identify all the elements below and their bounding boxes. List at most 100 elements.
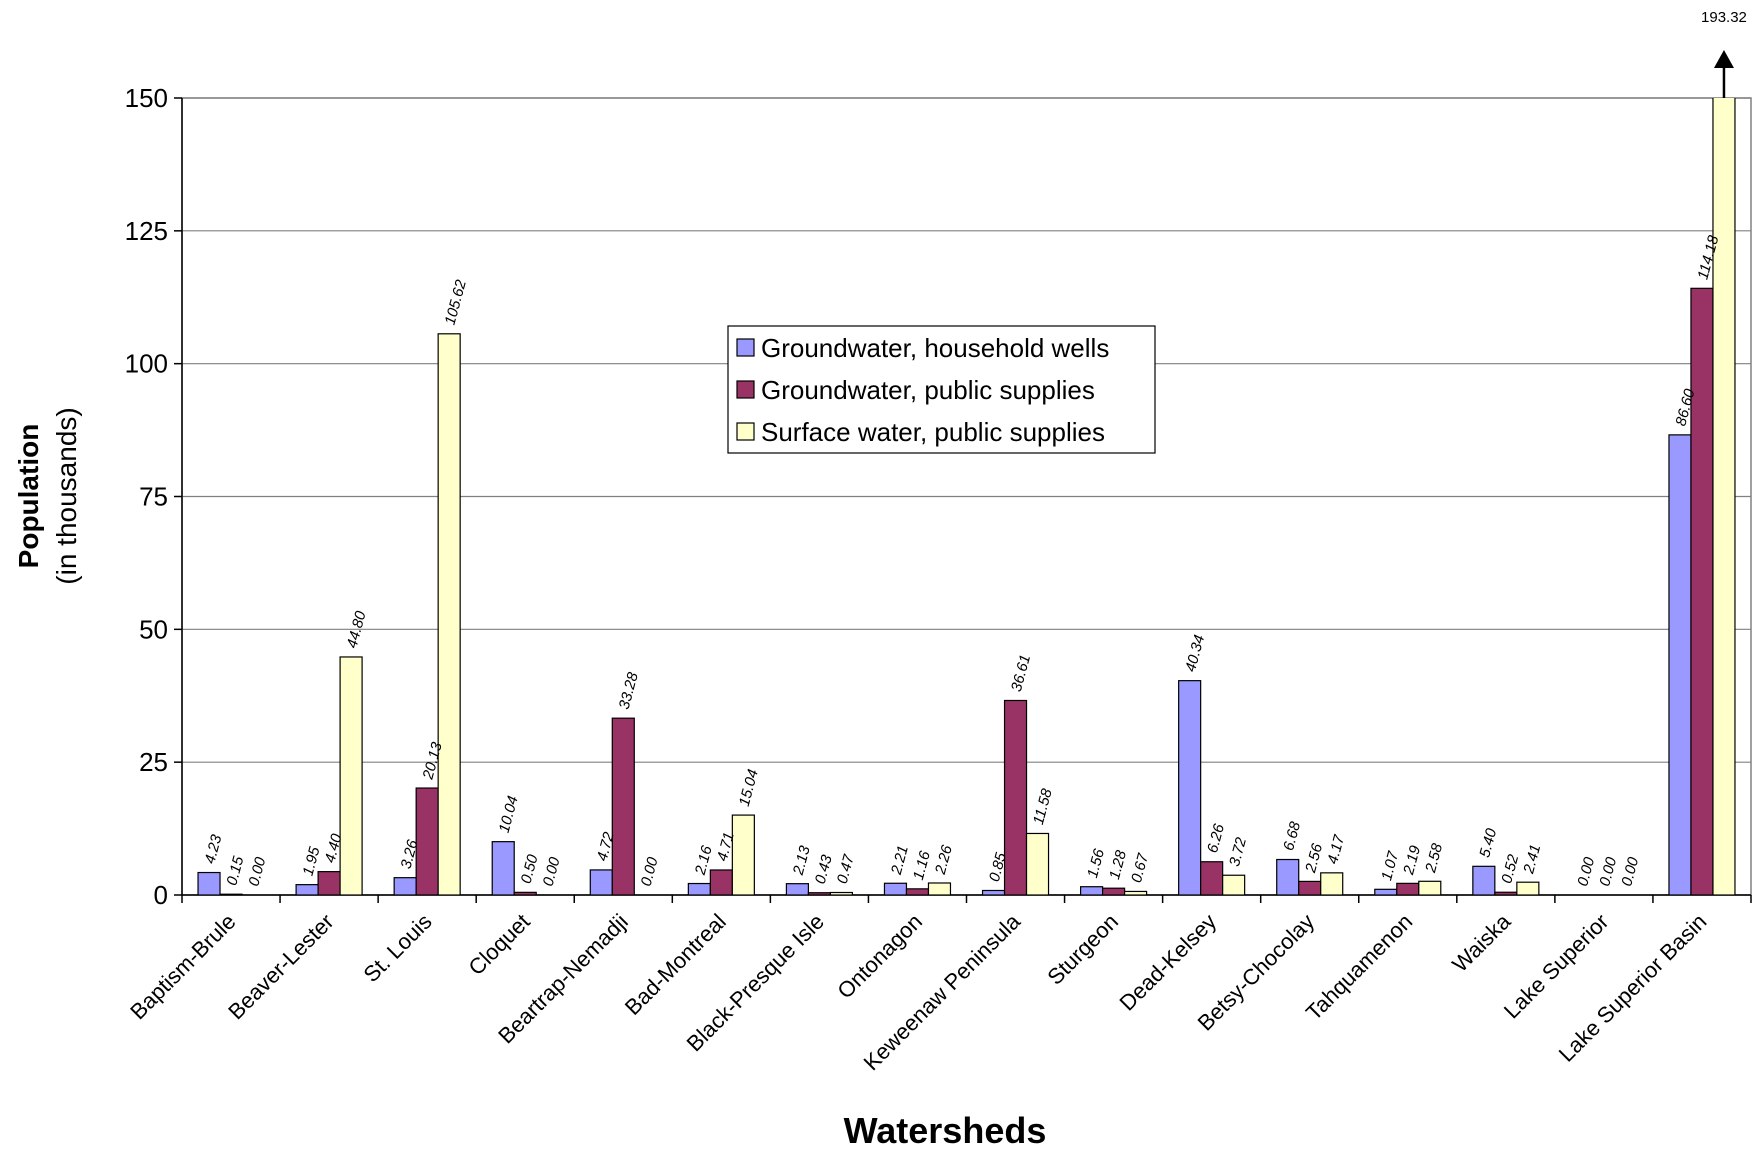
bar: [883, 882, 908, 895]
bar: [687, 882, 711, 895]
bar: [437, 333, 461, 895]
bar: [1222, 874, 1246, 895]
value-label: 2.26: [932, 843, 956, 877]
value-label: 40.34: [1182, 633, 1208, 674]
x-axis-title: Watersheds: [844, 1110, 1047, 1151]
value-label: 0.00: [1596, 855, 1620, 888]
bar: [513, 891, 537, 895]
legend-swatch: [736, 422, 755, 441]
bar: [317, 871, 341, 895]
legend-box: [727, 325, 1156, 454]
bar: [1690, 287, 1714, 895]
value-label: 5.40: [1476, 826, 1500, 859]
x-tick-label: St. Louis: [358, 909, 436, 987]
bar: [1178, 680, 1202, 895]
y-tick-label: 50: [139, 614, 168, 644]
bar: [1079, 886, 1104, 895]
y-tick-label: 25: [139, 747, 168, 777]
bar: [1494, 891, 1518, 895]
value-label: 1.07: [1378, 849, 1402, 882]
y-tick-label: 150: [125, 83, 168, 113]
value-label: 0.43: [812, 853, 836, 886]
value-label: 6.26: [1204, 822, 1228, 855]
bar: [1396, 882, 1420, 895]
bar: [1101, 887, 1126, 895]
bar: [829, 891, 854, 895]
bar: [219, 893, 243, 895]
bar: [589, 869, 613, 895]
value-label: 0.50: [518, 852, 542, 885]
value-label: 2.56: [1302, 841, 1326, 875]
x-tick-label: Bad-Montreal: [620, 909, 731, 1020]
value-label: 6.68: [1280, 819, 1304, 852]
bar: [1320, 872, 1344, 895]
legend-swatch: [736, 338, 755, 357]
bar: [1374, 888, 1398, 895]
x-tick-label: Waiska: [1447, 908, 1516, 977]
value-label: 10.04: [496, 794, 522, 835]
value-label: 0.52: [1498, 852, 1522, 885]
value-label: 4.23: [201, 832, 225, 865]
bar: [1003, 699, 1028, 895]
value-label: 2.21: [888, 844, 912, 878]
bar: [393, 877, 417, 895]
bar: [1276, 858, 1300, 895]
y-tick-label: 100: [125, 349, 168, 379]
legend-label: Groundwater, public supplies: [761, 375, 1095, 405]
bar: [1123, 890, 1148, 895]
value-label: 2.58: [1422, 841, 1446, 875]
bar: [905, 888, 930, 895]
bar: [807, 892, 832, 895]
value-label: 0.00: [540, 855, 564, 888]
bar: [611, 717, 635, 895]
value-label: 3.72: [1226, 835, 1250, 868]
bar: [197, 871, 221, 895]
overflow-arrow-head: [1713, 50, 1734, 68]
value-label: 0.47: [834, 852, 858, 885]
bar: [1418, 880, 1442, 895]
bar: [1516, 881, 1540, 895]
value-label: 0.67: [1128, 851, 1152, 884]
value-label: 1.16: [910, 849, 934, 882]
bar: [1200, 861, 1224, 895]
bar: [709, 869, 733, 895]
bar: [1025, 832, 1050, 895]
value-label: 1.28: [1106, 848, 1130, 881]
value-label: 2.19: [1400, 843, 1424, 877]
bar: [295, 884, 319, 895]
bar: [785, 883, 810, 895]
y-axis-note: (in thousands): [51, 407, 82, 584]
value-label: 15.04: [736, 767, 762, 808]
value-label: 4.71: [714, 830, 738, 863]
bar: [731, 814, 755, 895]
bar: [339, 656, 363, 895]
value-label: 0.00: [1618, 855, 1642, 888]
bar: [415, 787, 439, 895]
value-label: 4.17: [1324, 833, 1348, 866]
bars: [197, 98, 1736, 895]
bar: [1712, 98, 1736, 895]
y-axis-title: Population: [13, 424, 44, 569]
value-label: 2.41: [1520, 843, 1544, 877]
bar: [927, 882, 952, 895]
value-label: 2.13: [790, 843, 814, 877]
bar: [491, 841, 515, 895]
x-tick-label: Beaver-Lester: [223, 909, 338, 1024]
value-label: 1.56: [1084, 847, 1108, 880]
x-tick-label: Cloquet: [463, 909, 534, 980]
legend-label: Surface water, public supplies: [761, 417, 1105, 447]
bar: [1298, 880, 1322, 895]
value-label: 36.61: [1008, 653, 1034, 694]
x-tick-label: Ontonagon: [832, 909, 927, 1004]
x-tick-label: Dead-Kelsey: [1114, 909, 1221, 1016]
value-label: 11.58: [1030, 786, 1056, 826]
value-label: 0.00: [245, 855, 269, 888]
x-tick-label: Sturgeon: [1042, 909, 1123, 990]
y-tick-label: 75: [139, 482, 168, 512]
value-label: 193.32: [1701, 9, 1747, 26]
y-tick-label: 0: [154, 880, 168, 910]
bar: [1472, 865, 1496, 895]
value-label: 0.15: [223, 854, 247, 887]
